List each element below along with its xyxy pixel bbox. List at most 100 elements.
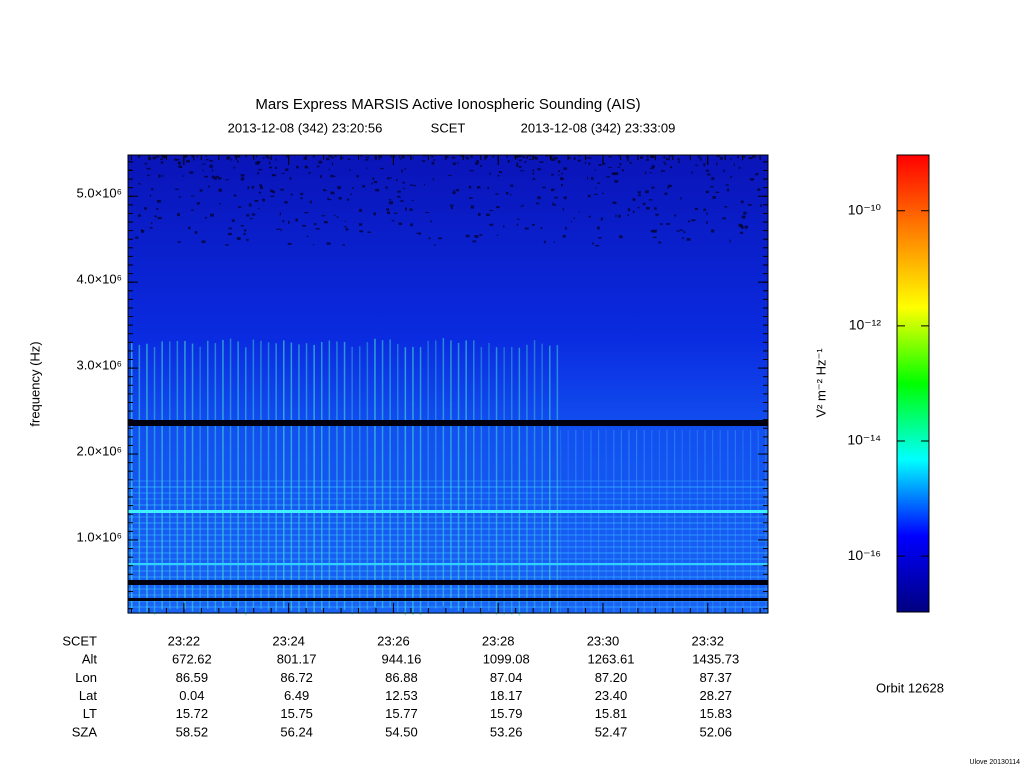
texture-speck bbox=[269, 166, 273, 169]
texture-speck bbox=[373, 181, 378, 184]
texture-speck bbox=[279, 212, 282, 216]
texture-speck bbox=[757, 188, 761, 191]
texture-streak bbox=[681, 430, 683, 613]
texture-speck bbox=[627, 214, 629, 217]
texture-speck bbox=[528, 155, 531, 157]
texture-speck bbox=[240, 174, 245, 177]
texture-speck bbox=[295, 218, 298, 222]
texture-speck bbox=[318, 160, 323, 164]
texture-speck bbox=[304, 212, 309, 214]
texture-speck bbox=[632, 198, 636, 201]
texture-speck bbox=[308, 172, 311, 174]
texture-speck bbox=[304, 166, 309, 169]
texture-speck bbox=[204, 217, 207, 219]
texture-speck bbox=[747, 204, 752, 206]
texture-speck bbox=[201, 240, 206, 244]
texture-speck bbox=[326, 157, 330, 161]
texture-speck bbox=[328, 155, 330, 157]
texture-speck bbox=[372, 177, 375, 180]
texture-streak bbox=[575, 430, 577, 613]
texture-speck bbox=[518, 166, 522, 168]
texture-streak bbox=[275, 343, 277, 612]
texture-speck bbox=[149, 194, 152, 197]
texture-band bbox=[128, 486, 768, 488]
texture-streak bbox=[435, 340, 437, 609]
row-value: 86.59 bbox=[176, 670, 209, 685]
texture-speck bbox=[468, 185, 472, 189]
texture-speck bbox=[359, 223, 363, 226]
texture-speck bbox=[682, 237, 684, 239]
texture-speck bbox=[314, 223, 317, 226]
texture-speck bbox=[602, 163, 606, 165]
texture-speck bbox=[175, 159, 178, 161]
texture-speck bbox=[338, 197, 342, 200]
texture-speck bbox=[227, 232, 232, 236]
texture-speck bbox=[560, 177, 564, 181]
texture-speck bbox=[259, 184, 262, 187]
texture-speck bbox=[397, 190, 401, 193]
texture-speck bbox=[302, 224, 306, 227]
texture-band bbox=[128, 522, 768, 524]
texture-streak bbox=[719, 430, 721, 613]
texture-speck bbox=[730, 175, 733, 178]
orbit-label: Orbit 12628 bbox=[876, 680, 944, 695]
texture-speck bbox=[712, 196, 716, 199]
texture-speck bbox=[257, 172, 259, 175]
texture-speck bbox=[449, 204, 454, 207]
texture-speck bbox=[304, 165, 308, 168]
texture-speck bbox=[226, 157, 229, 160]
texture-speck bbox=[705, 190, 709, 194]
texture-streak bbox=[620, 430, 622, 613]
texture-speck bbox=[290, 193, 293, 196]
texture-speck bbox=[517, 218, 520, 220]
texture-speck bbox=[653, 229, 657, 233]
texture-speck bbox=[612, 201, 617, 205]
texture-speck bbox=[562, 208, 565, 211]
texture-speck bbox=[201, 163, 206, 165]
row-value: 944.16 bbox=[382, 652, 422, 667]
texture-speck bbox=[740, 200, 744, 204]
texture-speck bbox=[345, 228, 349, 231]
texture-speck bbox=[401, 169, 403, 173]
texture-speck bbox=[144, 163, 148, 165]
texture-streak bbox=[495, 347, 498, 616]
texture-speck bbox=[247, 186, 250, 190]
footer: Ulove 20130114 bbox=[970, 759, 1021, 766]
texture-speck bbox=[246, 238, 249, 241]
texture-streak bbox=[245, 347, 247, 616]
texture-speck bbox=[160, 158, 164, 161]
texture-streak bbox=[567, 430, 569, 613]
texture-streak bbox=[605, 430, 607, 613]
texture-speck bbox=[578, 155, 581, 157]
texture-speck bbox=[412, 157, 414, 159]
texture-speck bbox=[236, 237, 241, 241]
texture-speck bbox=[561, 173, 564, 175]
texture-speck bbox=[404, 168, 406, 170]
texture-speck bbox=[251, 185, 254, 189]
texture-streak bbox=[176, 340, 179, 609]
row-value: 15.75 bbox=[280, 706, 313, 721]
texture-speck bbox=[455, 188, 459, 192]
texture-speck bbox=[251, 213, 256, 216]
texture-speck bbox=[752, 155, 756, 158]
texture-band bbox=[128, 510, 768, 513]
texture-speck bbox=[154, 215, 157, 218]
texture-speck bbox=[219, 203, 222, 205]
texture-speck bbox=[359, 230, 364, 233]
texture-speck bbox=[479, 165, 483, 167]
row-value: 6.49 bbox=[284, 688, 309, 703]
texture-speck bbox=[703, 208, 706, 211]
texture-speck bbox=[730, 158, 732, 160]
texture-speck bbox=[217, 177, 222, 180]
texture-speck bbox=[233, 194, 237, 197]
texture-band bbox=[128, 558, 768, 560]
texture-speck bbox=[496, 206, 500, 209]
texture-band bbox=[128, 570, 768, 572]
texture-speck bbox=[739, 231, 744, 234]
texture-speck bbox=[186, 159, 190, 163]
texture-speck bbox=[535, 202, 540, 205]
texture-speck bbox=[434, 243, 436, 246]
texture-speck bbox=[270, 195, 275, 198]
texture-streak bbox=[560, 430, 562, 613]
texture-speck bbox=[431, 161, 435, 165]
